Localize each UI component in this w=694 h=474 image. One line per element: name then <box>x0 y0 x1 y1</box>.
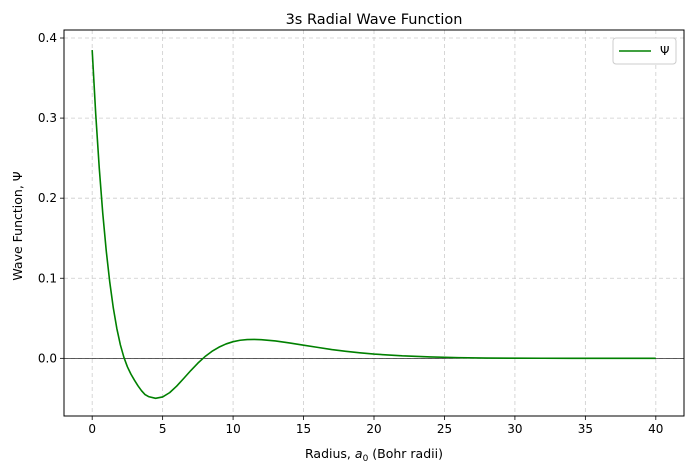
x-tick-label: 10 <box>225 422 240 436</box>
x-tick-label: 15 <box>296 422 311 436</box>
y-tick-label: 0.1 <box>38 271 57 285</box>
chart-title: 3s Radial Wave Function <box>286 12 463 28</box>
y-axis-label: Wave Function, Ψ <box>10 171 25 280</box>
x-tick-label: 35 <box>578 422 593 436</box>
y-tick-label: 0.2 <box>38 191 57 205</box>
y-tick-label: 0.3 <box>38 111 57 125</box>
y-tick-label: 0.4 <box>38 31 57 45</box>
legend-label: Ψ <box>660 44 669 58</box>
x-axis-label-symbol: a <box>355 446 363 461</box>
x-axis-ticks: 0 5 10 15 20 25 30 35 40 <box>88 416 663 436</box>
x-tick-label: 0 <box>88 422 96 436</box>
x-tick-label: 30 <box>507 422 522 436</box>
legend: Ψ <box>612 37 677 65</box>
x-tick-label: 5 <box>159 422 167 436</box>
y-tick-label: 0.0 <box>38 351 57 365</box>
series-line-psi <box>91 50 656 400</box>
x-axis-label: Radius, a0 (Bohr radii) <box>305 446 443 464</box>
x-tick-label: 40 <box>648 422 663 436</box>
x-axis-label-subscript: 0 <box>363 454 369 464</box>
x-tick-label: 20 <box>366 422 381 436</box>
x-axis-label-prefix: Radius, <box>305 446 355 461</box>
x-tick-label: 25 <box>437 422 452 436</box>
series-layer <box>91 50 656 400</box>
y-axis-ticks: 0.0 0.1 0.2 0.3 0.4 <box>38 31 64 365</box>
x-axis-label-suffix: (Bohr radii) <box>368 446 443 461</box>
